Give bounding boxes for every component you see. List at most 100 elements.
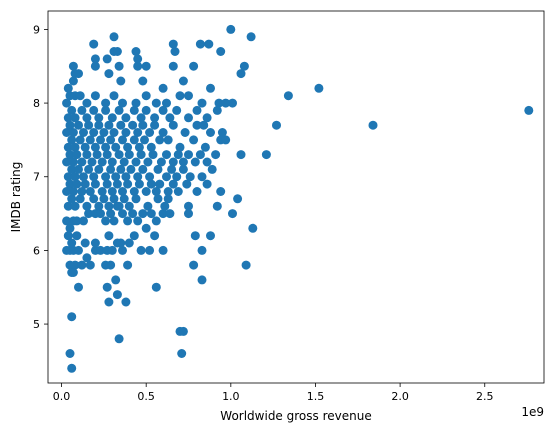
data-point-258 [75,91,85,101]
data-point-96 [184,201,193,211]
data-point-308 [246,32,256,42]
data-point-262 [109,91,119,101]
data-point-108 [102,179,112,189]
data-point-307 [109,32,119,42]
data-point-232 [524,105,534,115]
data-point-193 [123,142,133,152]
data-point-73 [151,216,161,226]
data-point-49 [129,231,139,241]
data-point-301 [131,47,141,56]
data-point-174 [184,150,193,160]
data-point-38 [136,245,146,255]
data-point-202 [200,142,210,152]
data-point-154 [72,150,82,160]
data-point-168 [148,150,158,160]
data-point-178 [211,150,221,160]
data-point-229 [217,128,227,137]
data-point-121 [173,187,183,196]
data-point-113 [129,187,139,196]
data-point-191 [111,142,121,152]
data-point-302 [216,47,226,56]
data-point-76 [184,209,193,219]
data-point-275 [314,83,324,93]
data-point-295 [90,54,100,64]
data-point-44 [72,231,82,241]
data-point-212 [94,120,104,130]
data-point-293 [189,61,199,71]
data-point-185 [80,142,90,152]
data-point-180 [261,150,271,160]
data-point-88 [114,201,124,211]
data-point-58 [72,216,82,226]
data-point-217 [121,128,131,137]
data-point-89 [119,194,129,204]
x-tick-label: 0.0 [53,390,71,403]
x-tick-label: 0.5 [137,390,155,403]
data-point-146 [172,172,182,182]
data-point-93 [153,194,163,204]
data-point-7 [177,349,187,358]
x-tick-label: 1.5 [307,390,325,403]
data-point-153 [68,157,78,167]
data-point-171 [168,157,178,167]
data-point-52 [190,231,200,241]
data-point-213 [99,128,109,137]
data-point-192 [118,135,127,145]
data-point-241 [107,113,117,123]
data-point-11 [151,282,161,292]
data-point-152 [65,150,75,160]
data-point-200 [175,142,185,152]
data-point-20 [85,260,95,270]
data-point-56 [65,223,75,233]
data-point-172 [173,150,183,160]
data-point-150 [207,164,217,174]
data-point-12 [197,275,207,285]
data-point-130 [79,172,88,182]
data-point-207 [68,128,78,137]
data-point-99 [62,187,72,196]
data-point-224 [168,120,178,130]
data-point-77 [228,209,237,219]
plot-frame [47,10,545,384]
data-point-233 [63,113,73,123]
data-point-239 [94,113,104,123]
data-point-148 [185,172,195,182]
data-point-231 [368,120,378,130]
data-point-117 [151,187,161,196]
data-point-227 [199,120,209,130]
data-point-284 [236,69,246,79]
y-axis-ticks: 5 6 7 8 9 [33,23,48,331]
data-point-280 [138,76,148,86]
data-point-223 [158,128,168,137]
data-point-4 [114,334,124,344]
data-point-133 [94,164,104,174]
data-point-264 [131,98,141,108]
data-point-215 [109,128,119,137]
data-point-195 [134,142,144,152]
data-point-54 [248,223,258,233]
data-point-63 [101,216,111,226]
data-point-208 [74,120,83,130]
data-point-177 [202,157,212,167]
data-point-179 [236,150,246,160]
data-point-50 [141,223,151,233]
data-point-10 [121,297,131,307]
data-point-283 [206,83,215,93]
data-point-132 [89,172,99,182]
data-point-124 [202,179,212,189]
data-point-147 [178,164,188,174]
data-point-45 [80,238,90,248]
data-point-92 [143,201,153,211]
data-point-263 [118,98,127,108]
data-point-119 [163,187,173,196]
data-point-238 [89,105,99,115]
data-point-55 [62,216,72,226]
data-point-81 [75,194,85,204]
data-point-22 [106,260,116,270]
data-point-3 [74,282,83,292]
data-point-41 [197,245,207,255]
data-point-162 [114,150,124,160]
data-point-155 [77,157,87,167]
data-point-225 [180,128,190,137]
